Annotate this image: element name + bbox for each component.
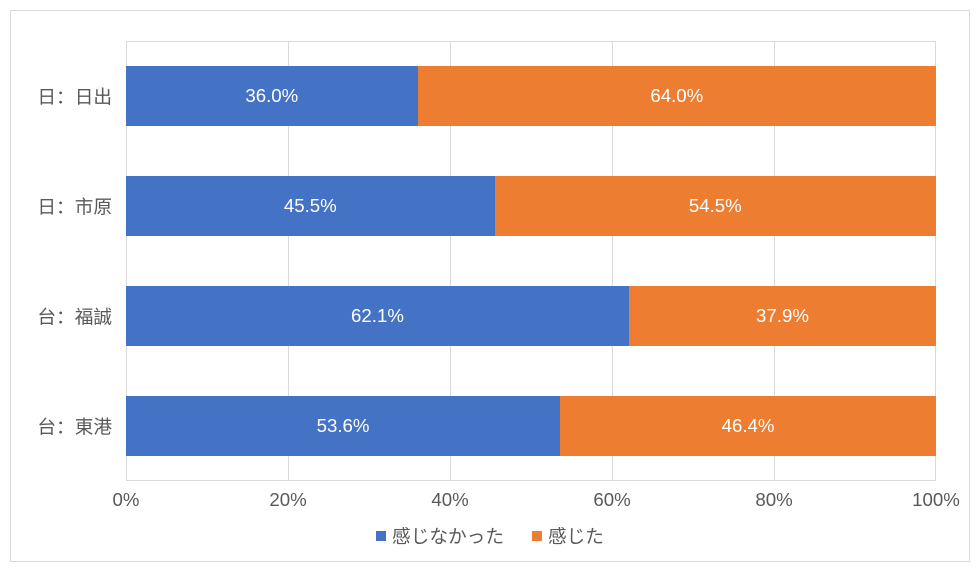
bar-segment: 54.5% (495, 176, 936, 236)
bar-value-label: 54.5% (689, 195, 742, 217)
category-label: 台：東港 (37, 413, 112, 440)
legend-swatch (376, 531, 386, 541)
x-tick-label: 20% (269, 489, 306, 511)
legend-item-did-not-feel: 感じなかった (376, 522, 504, 549)
bar-segment: 46.4% (560, 396, 936, 456)
bar-value-label: 62.1% (351, 305, 404, 327)
x-tick-label: 0% (113, 489, 140, 511)
bar-value-label: 45.5% (284, 195, 337, 217)
bar-row: 53.6% 46.4% (126, 396, 936, 456)
bar-value-label: 53.6% (317, 415, 370, 437)
legend-label: 感じなかった (392, 522, 504, 549)
category-label: 日：市原 (37, 193, 112, 220)
category-label: 日：日出 (37, 83, 112, 110)
bar-value-label: 46.4% (722, 415, 775, 437)
legend: 感じなかった 感じた (11, 522, 969, 549)
bar-segment: 37.9% (629, 286, 936, 346)
bar-segment: 62.1% (126, 286, 629, 346)
bar-row: 62.1% 37.9% (126, 286, 936, 346)
x-tick-label: 60% (593, 489, 630, 511)
bar-segment: 53.6% (126, 396, 560, 456)
x-tick-label: 80% (755, 489, 792, 511)
bar-row: 36.0% 64.0% (126, 66, 936, 126)
bar-value-label: 37.9% (756, 305, 809, 327)
legend-swatch (532, 531, 542, 541)
x-tick-label: 40% (431, 489, 468, 511)
category-label: 台：福誠 (37, 303, 112, 330)
bar-segment: 36.0% (126, 66, 418, 126)
bar-segment: 64.0% (418, 66, 936, 126)
bar-value-label: 36.0% (245, 85, 298, 107)
bar-segment: 45.5% (126, 176, 495, 236)
chart-container: 0% 20% 40% 60% 80% 100% 日：日出 36.0% 64.0% 日：市原 45.5… (10, 10, 970, 562)
bar-value-label: 64.0% (650, 85, 703, 107)
plot-area: 0%20%40%60%80%100%日：日出36.0%64.0%日：市原45.5… (126, 41, 936, 481)
legend-item-felt: 感じた (532, 522, 604, 549)
x-tick-label: 100% (912, 489, 960, 511)
bar-row: 45.5% 54.5% (126, 176, 936, 236)
legend-label: 感じた (548, 522, 604, 549)
